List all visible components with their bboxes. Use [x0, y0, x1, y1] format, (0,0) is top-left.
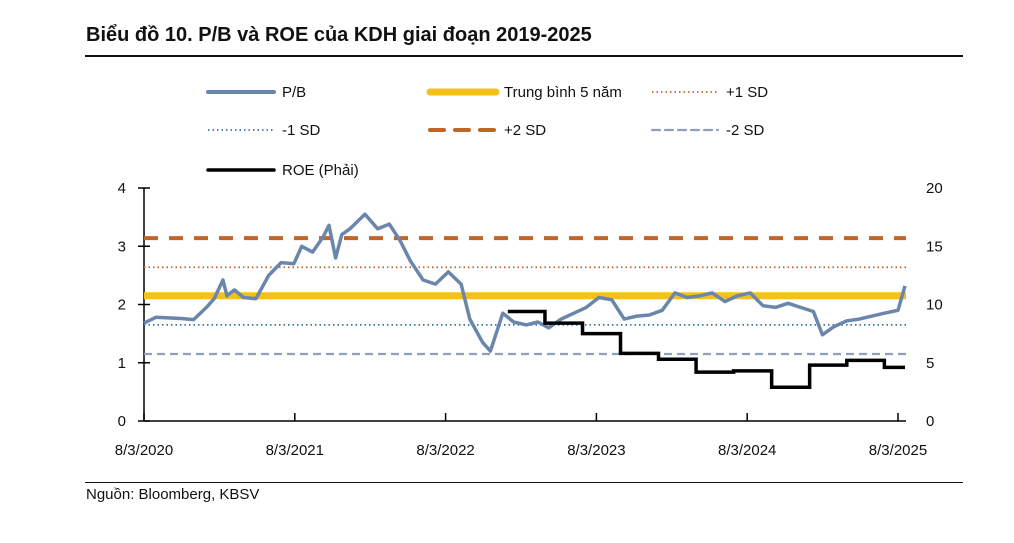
legend-label: +2 SD: [504, 122, 546, 139]
legend-label: Trung bình 5 năm: [504, 84, 622, 101]
y-right-tick-label: 15: [926, 238, 943, 255]
x-tick-label: 8/3/2025: [869, 442, 927, 459]
y-right-tick-label: 5: [926, 355, 934, 372]
y-left-tick-label: 1: [118, 355, 126, 372]
source-rule: [85, 482, 963, 483]
y-right-tick-label: 10: [926, 297, 943, 314]
series-p-b-line: [143, 212, 907, 353]
legend-item: ROE (Phải): [206, 162, 359, 179]
x-tick-label: 8/3/2021: [266, 442, 324, 459]
title-rule: [85, 55, 963, 57]
source-note: Nguồn: Bloomberg, KBSV: [86, 486, 260, 503]
legend-item: +2 SD: [428, 122, 546, 139]
x-tick-label: 8/3/2022: [416, 442, 474, 459]
legend-label: -1 SD: [282, 122, 321, 139]
y-left-tick-label: 0: [118, 413, 126, 430]
y-right-tick-label: 0: [926, 413, 934, 430]
x-tick-label: 8/3/2024: [718, 442, 776, 459]
legend-label: +1 SD: [726, 84, 768, 101]
legend-label: P/B: [282, 84, 306, 101]
y-left-tick-label: 3: [118, 238, 126, 255]
legend-label: ROE (Phải): [282, 162, 359, 179]
y-left-tick-label: 2: [118, 297, 126, 314]
chart-title: Biểu đồ 10. P/B và ROE của KDH giai đoạn…: [86, 24, 592, 46]
legend-item: -2 SD: [650, 122, 765, 139]
legend-item: +1 SD: [652, 84, 768, 101]
legend-item: P/B: [206, 84, 306, 101]
x-tick-label: 8/3/2020: [115, 442, 173, 459]
legend-label: -2 SD: [726, 122, 765, 139]
series-roe-ph-i--line: [507, 309, 906, 389]
y-left-tick-label: 4: [118, 180, 126, 197]
legend-item: -1 SD: [208, 122, 321, 139]
x-tick-label: 8/3/2023: [567, 442, 625, 459]
legend-item: Trung bình 5 năm: [426, 84, 622, 101]
y-right-tick-label: 20: [926, 180, 943, 197]
